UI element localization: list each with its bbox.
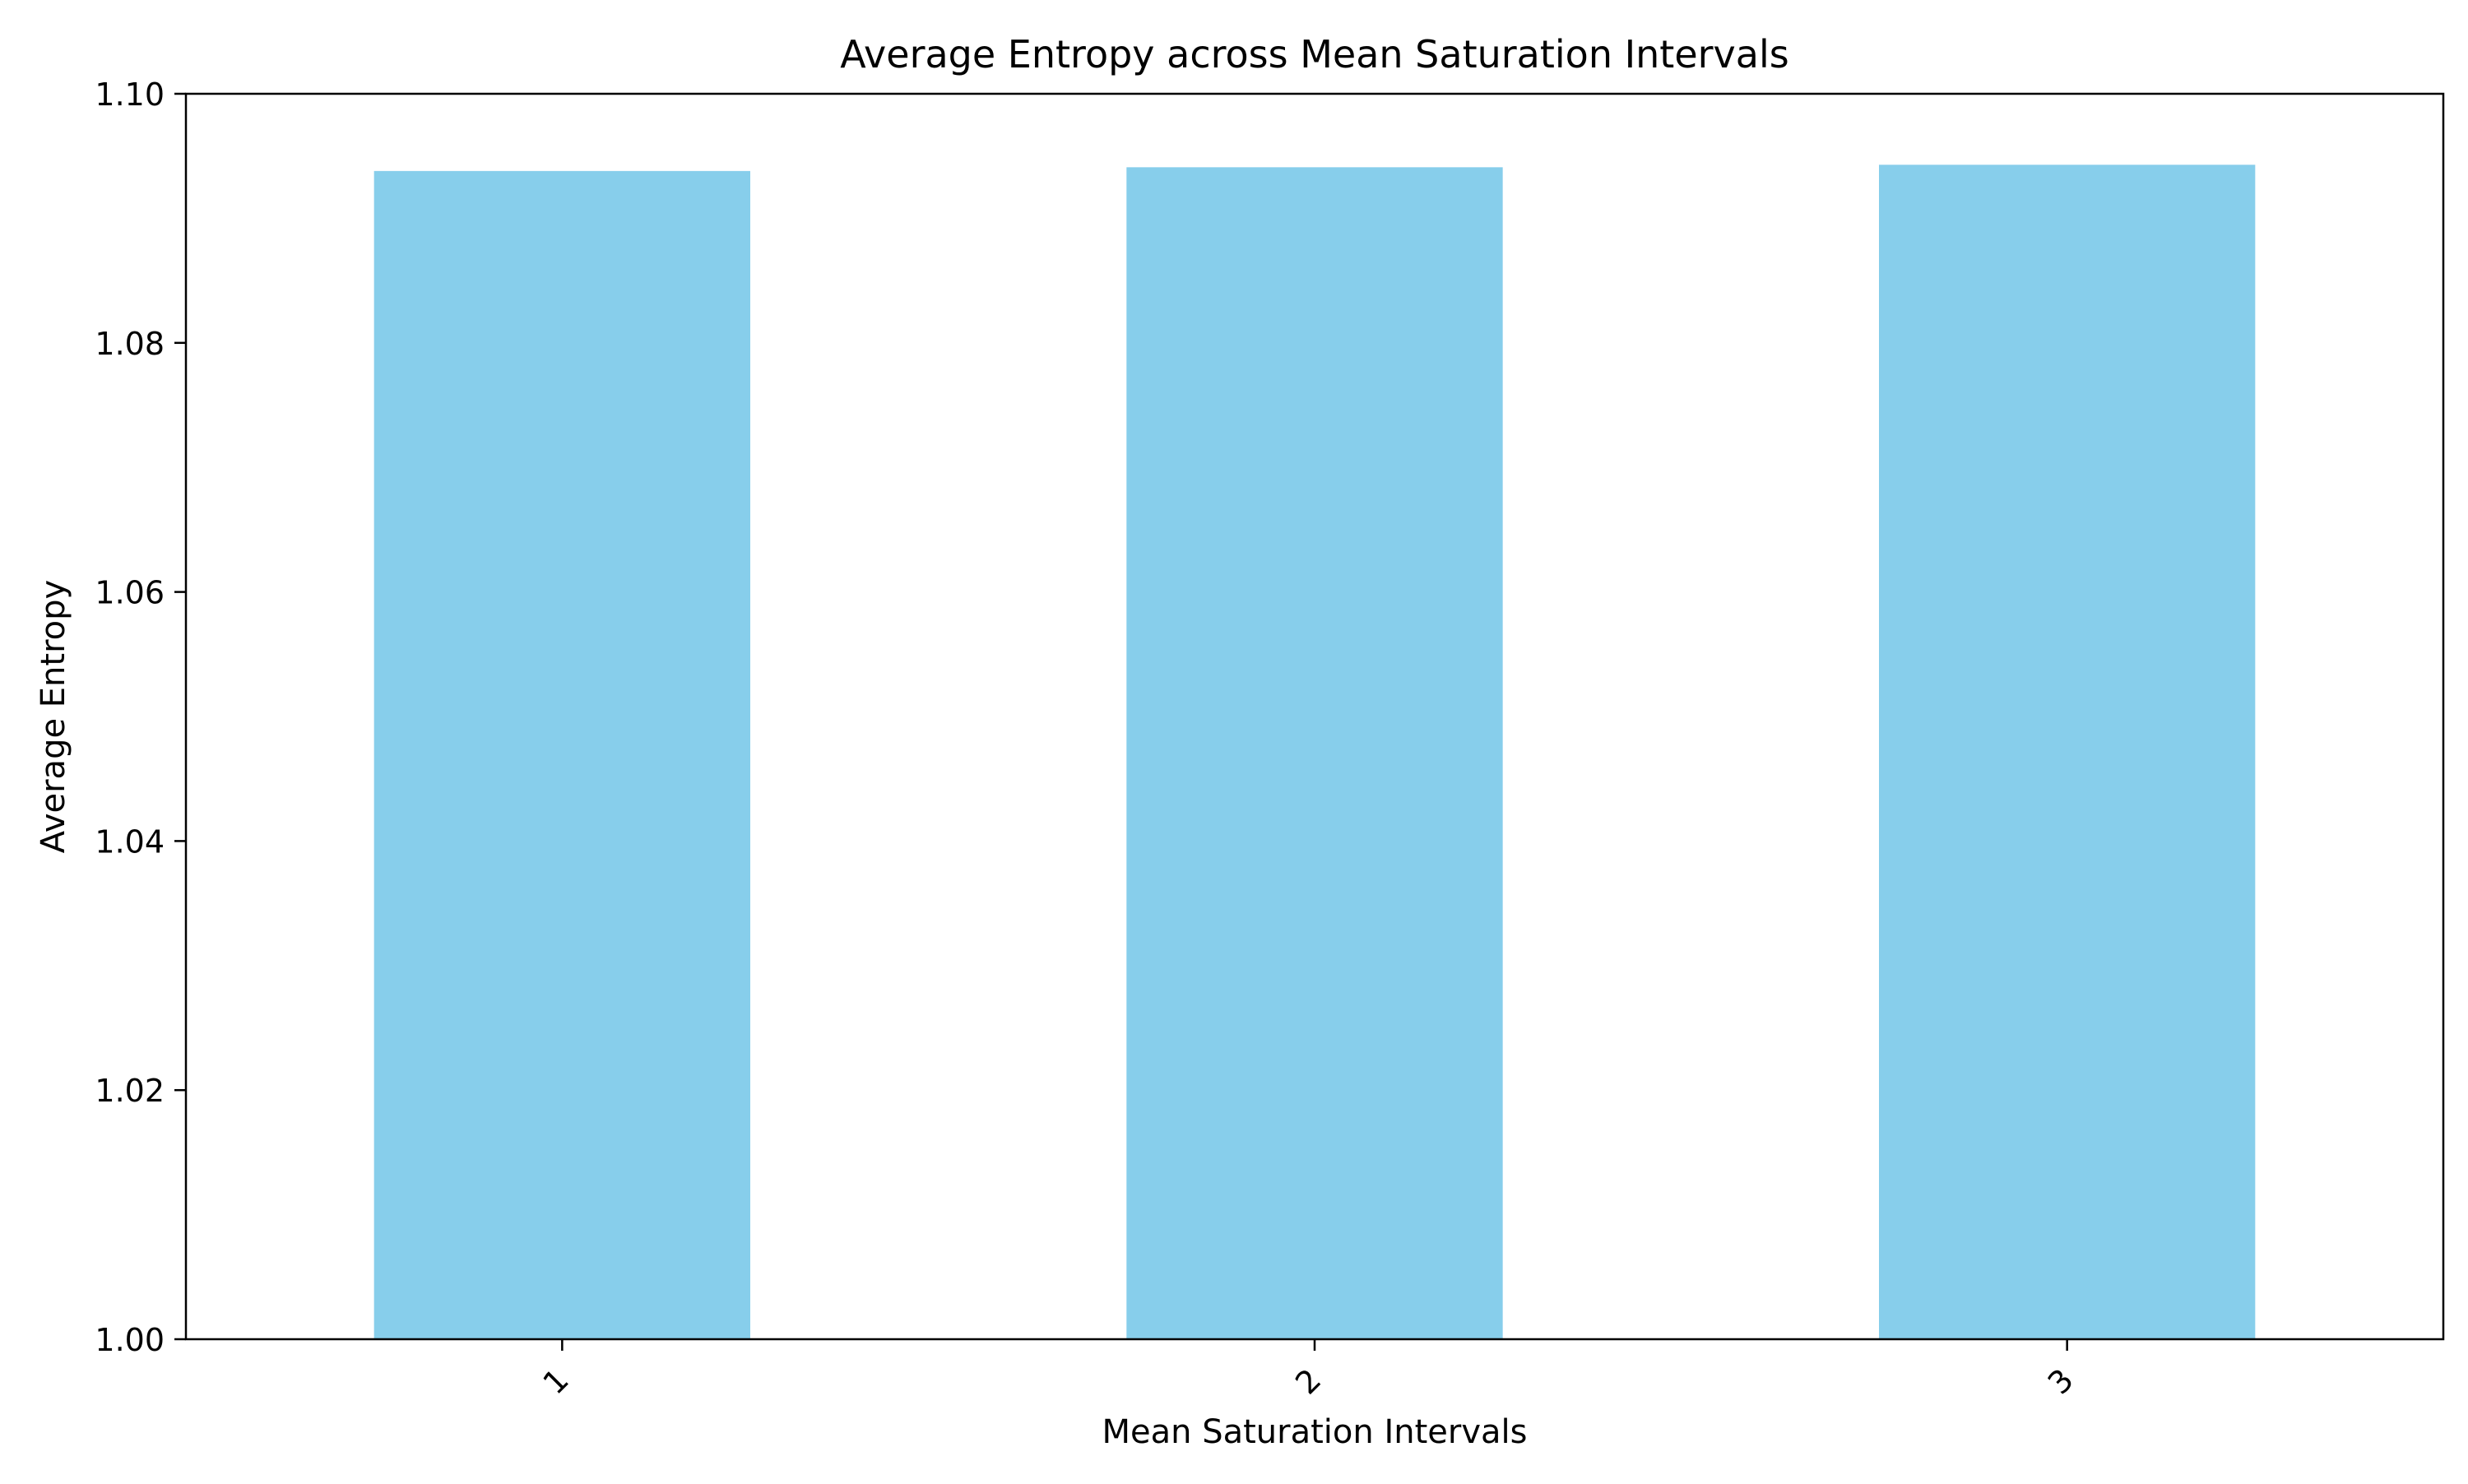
bar-2 (1126, 167, 1503, 1340)
x-tick-label: 1 (536, 1361, 575, 1401)
y-tick-label: 1.08 (95, 326, 165, 362)
y-tick-label: 1.02 (95, 1073, 165, 1109)
y-axis: 1.00 1.02 1.04 1.06 1.08 1.10 (95, 77, 186, 1358)
x-tick-label: 3 (2041, 1361, 2081, 1401)
x-axis-label: Mean Saturation Intervals (1102, 1413, 1528, 1451)
y-tick-label: 1.10 (95, 77, 165, 113)
chart-title: Average Entropy across Mean Saturation I… (840, 32, 1788, 77)
plot-frame (184, 92, 2445, 1341)
bar-3 (1879, 165, 2256, 1339)
bar-1 (373, 170, 750, 1339)
x-axis: 1 2 3 (536, 1339, 2081, 1401)
y-axis-label: Average Entropy (35, 580, 72, 853)
y-tick-label: 1.00 (95, 1322, 165, 1358)
x-tick-label: 2 (1288, 1361, 1328, 1401)
bars-group (373, 165, 2256, 1340)
y-tick-label: 1.04 (95, 823, 165, 860)
y-tick-label: 1.06 (95, 575, 165, 611)
